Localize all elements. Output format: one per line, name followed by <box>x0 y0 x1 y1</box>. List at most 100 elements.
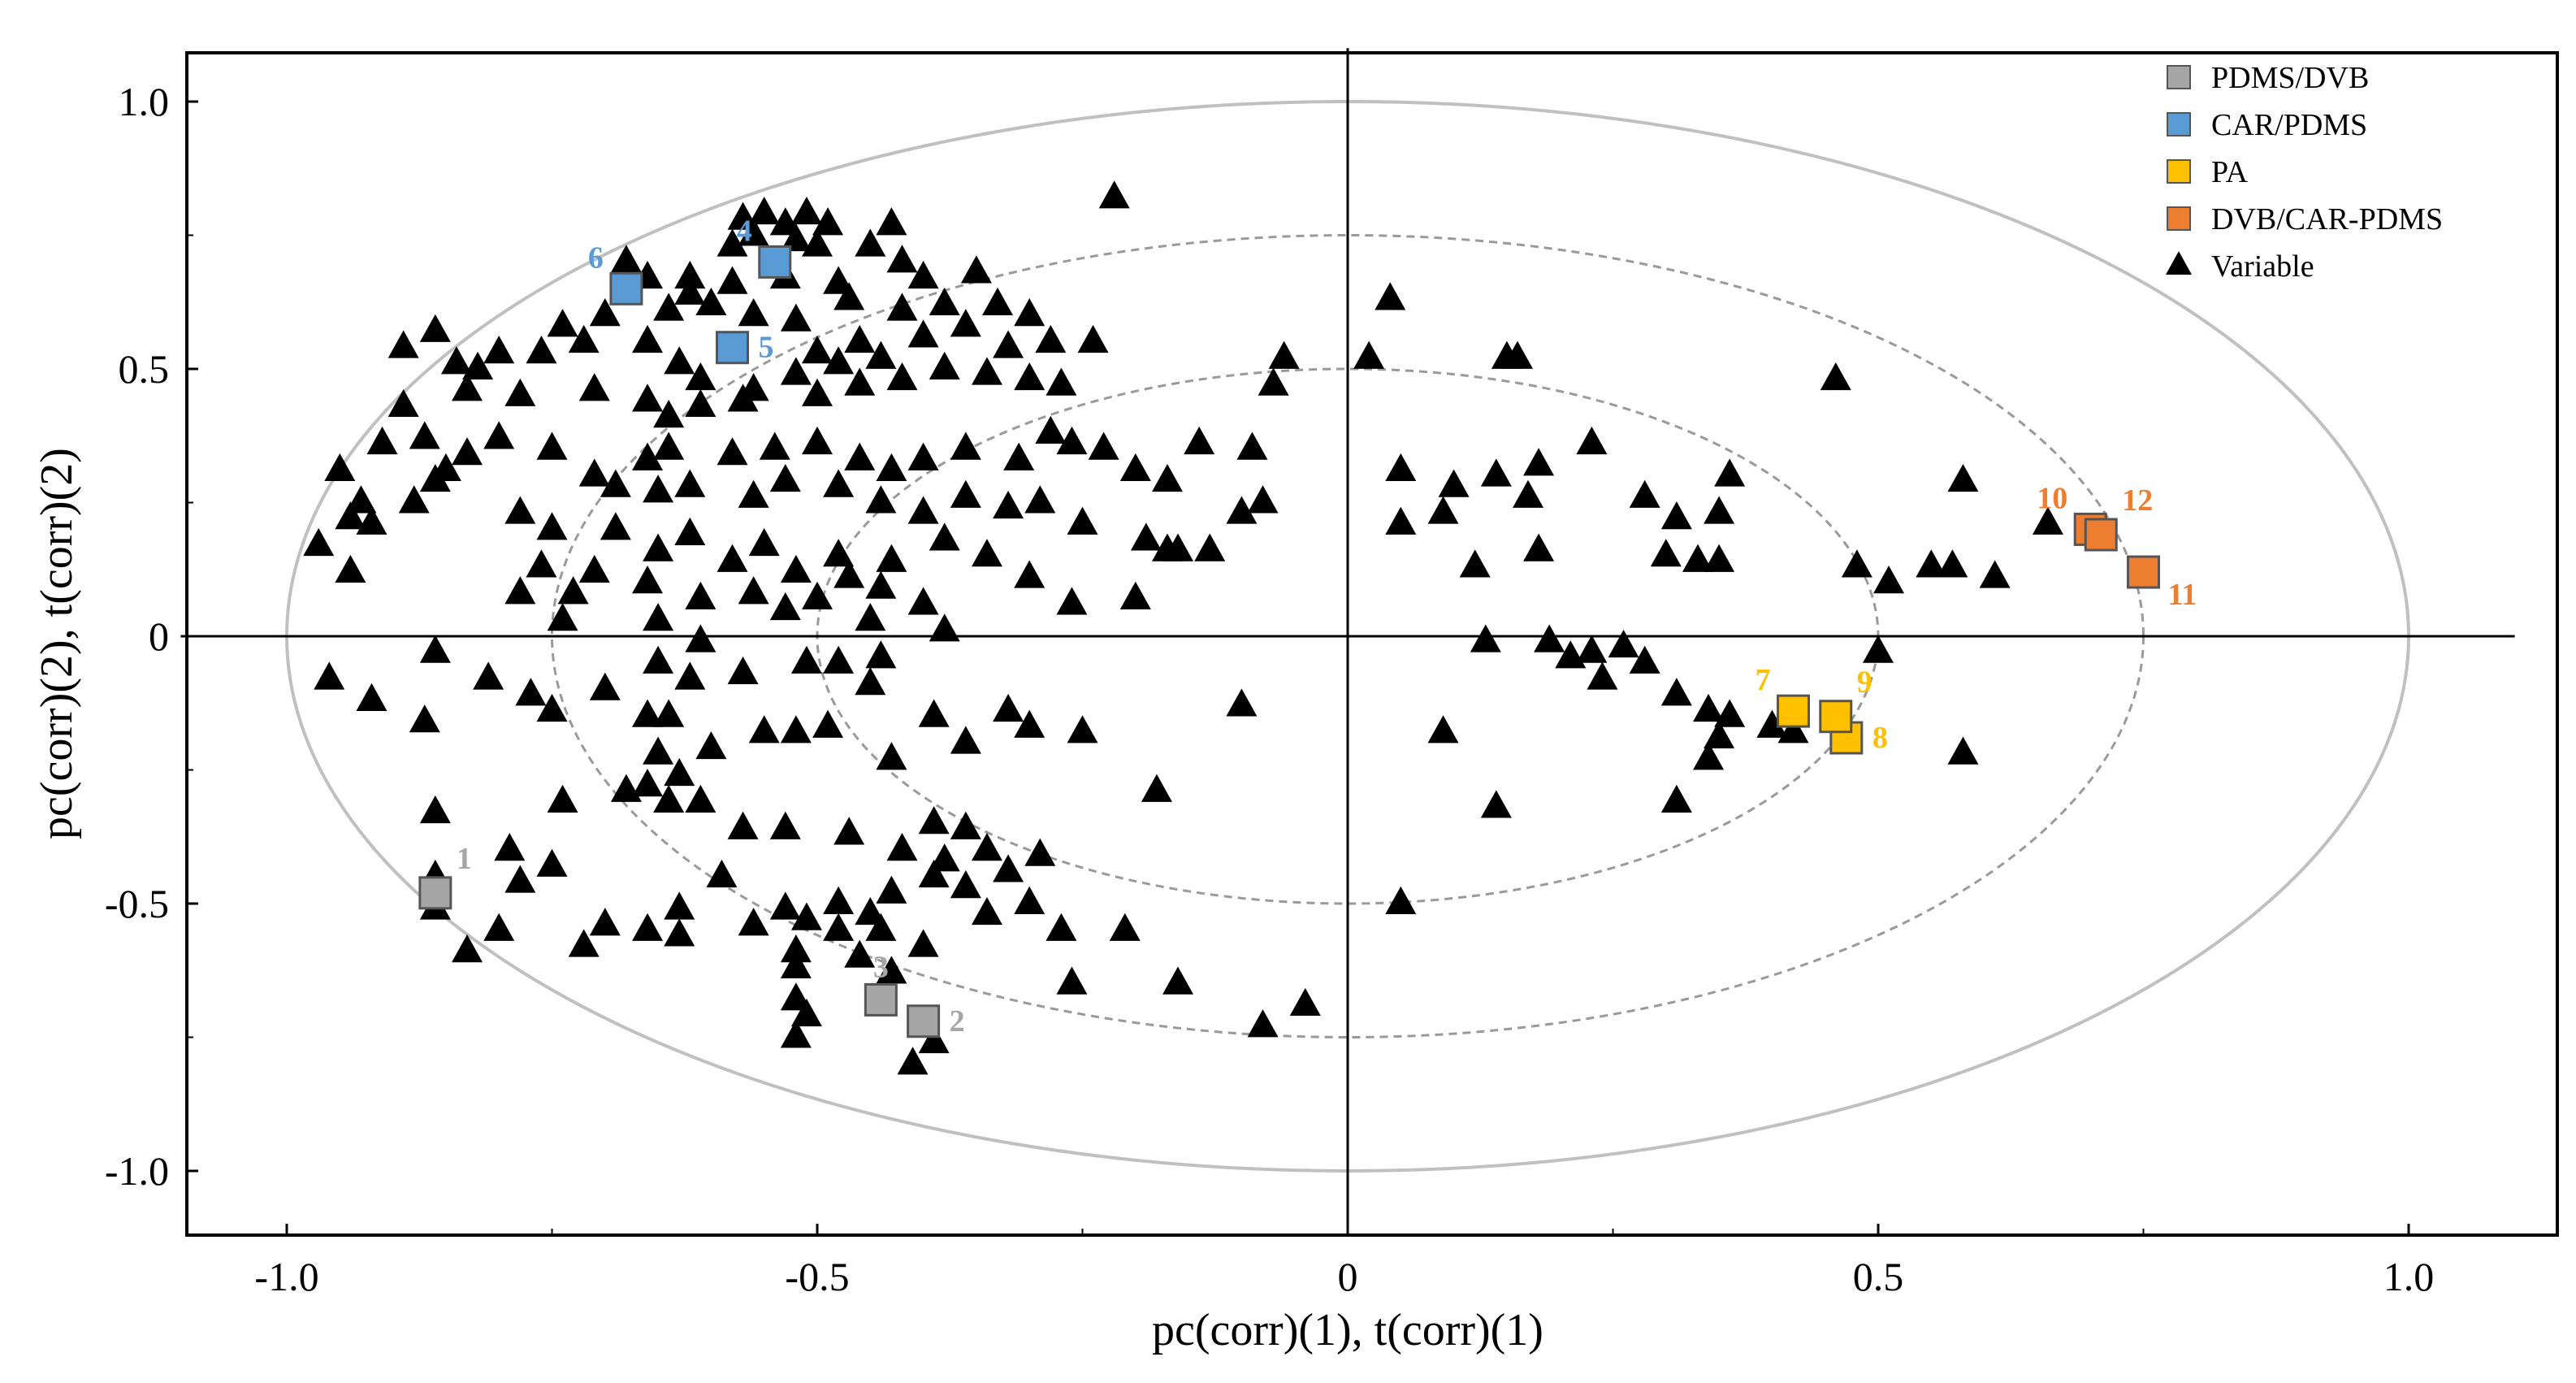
variable-point <box>1014 560 1046 588</box>
variable-point <box>536 512 568 540</box>
variable-point <box>674 469 706 497</box>
variable-point <box>335 501 366 530</box>
sample-point <box>2084 518 2118 552</box>
variable-point <box>685 784 717 813</box>
variable-point <box>1704 544 1735 572</box>
variable-point <box>664 891 695 920</box>
variable-point <box>303 527 335 557</box>
variable-point <box>886 362 918 391</box>
variable-point <box>1056 587 1088 615</box>
variable-point <box>717 266 748 294</box>
variable-point <box>876 544 907 572</box>
variable-point <box>685 624 717 652</box>
variable-point <box>632 442 664 470</box>
y-axis-title: pc(corr)(2), t(corr)(2) <box>32 448 82 839</box>
legend-label: PDMS/DVB <box>2211 61 2369 95</box>
variable-point <box>610 245 642 273</box>
variable-point <box>1024 838 1056 866</box>
variable-point <box>1523 448 1555 476</box>
variable-point <box>387 330 419 358</box>
variable-point <box>653 699 685 727</box>
variable-point <box>865 340 897 369</box>
variable-point <box>452 934 483 963</box>
variable-point <box>664 757 695 787</box>
x-axis-title: pc(corr)(1), t(corr)(1) <box>1152 1305 1543 1355</box>
variable-point <box>802 378 833 406</box>
variable-point <box>802 228 833 257</box>
variable-point <box>1576 426 1608 455</box>
variable-point <box>1820 362 1851 391</box>
variable-point <box>823 886 855 914</box>
variable-point <box>1777 715 1809 744</box>
variable-point <box>1077 324 1109 353</box>
variable-point <box>1660 678 1692 706</box>
variable-point <box>790 998 822 1027</box>
variable-point <box>769 811 801 839</box>
variable-point <box>419 314 451 342</box>
variable-point <box>1714 699 1746 727</box>
variable-point <box>1014 886 1046 914</box>
variable-point <box>780 357 812 385</box>
variable-point <box>1947 463 1979 492</box>
variable-point <box>1576 635 1608 663</box>
variable-point <box>865 485 897 514</box>
variable-point <box>876 207 907 236</box>
variable-point <box>452 373 483 401</box>
variable-point <box>748 715 780 744</box>
variable-point <box>855 603 886 631</box>
variable-point <box>1704 720 1735 749</box>
variable-point <box>589 672 621 700</box>
variable-point <box>419 795 451 824</box>
variable-point <box>685 581 717 609</box>
variable-point <box>452 437 483 466</box>
variable-point <box>536 693 568 722</box>
variable-point <box>1937 549 1968 578</box>
variable-point <box>738 908 769 936</box>
variable-point <box>780 223 812 252</box>
sample-point <box>716 331 750 365</box>
sample-label: 3 <box>873 950 889 984</box>
y-tick-label: 0.5 <box>119 346 170 392</box>
variable-point <box>356 683 387 711</box>
variable-point <box>1162 533 1194 561</box>
variable-point <box>727 202 759 230</box>
variable-point <box>483 913 515 941</box>
axes <box>180 48 2515 1225</box>
variable-point <box>780 934 812 963</box>
variable-point <box>865 570 897 599</box>
variable-point <box>876 956 907 984</box>
variable-point <box>780 554 812 583</box>
variable-point <box>1650 539 1682 567</box>
variable-point <box>1289 987 1321 1017</box>
variable-point <box>960 255 992 284</box>
x-tick-label: 0.5 <box>1853 1254 1904 1299</box>
variable-point <box>1035 324 1067 353</box>
variable-point <box>802 336 833 364</box>
variable-point <box>738 479 769 508</box>
sample-label: 8 <box>1872 721 1888 755</box>
variable-point <box>855 228 886 257</box>
variable-point <box>1141 774 1172 802</box>
variable-point <box>929 522 960 551</box>
variable-point <box>993 854 1024 882</box>
variable-point <box>653 431 685 460</box>
variable-point <box>1916 549 1947 578</box>
variable-triangles <box>303 180 2063 1075</box>
variable-point <box>589 297 621 327</box>
variable-point <box>515 678 547 706</box>
variable-point <box>366 426 398 455</box>
variable-point <box>833 282 865 310</box>
variable-point <box>727 384 759 412</box>
variable-point <box>695 287 727 316</box>
variable-point <box>664 346 695 375</box>
variable-point <box>769 592 801 621</box>
variable-point <box>780 982 812 1011</box>
variable-point <box>971 539 1002 567</box>
sample-label: 10 <box>2037 481 2067 515</box>
variable-point <box>1385 886 1417 914</box>
variable-point <box>1035 415 1067 444</box>
variable-point <box>1014 362 1046 391</box>
variable-point <box>855 896 886 926</box>
variable-point <box>610 774 642 802</box>
variable-point <box>929 351 960 379</box>
